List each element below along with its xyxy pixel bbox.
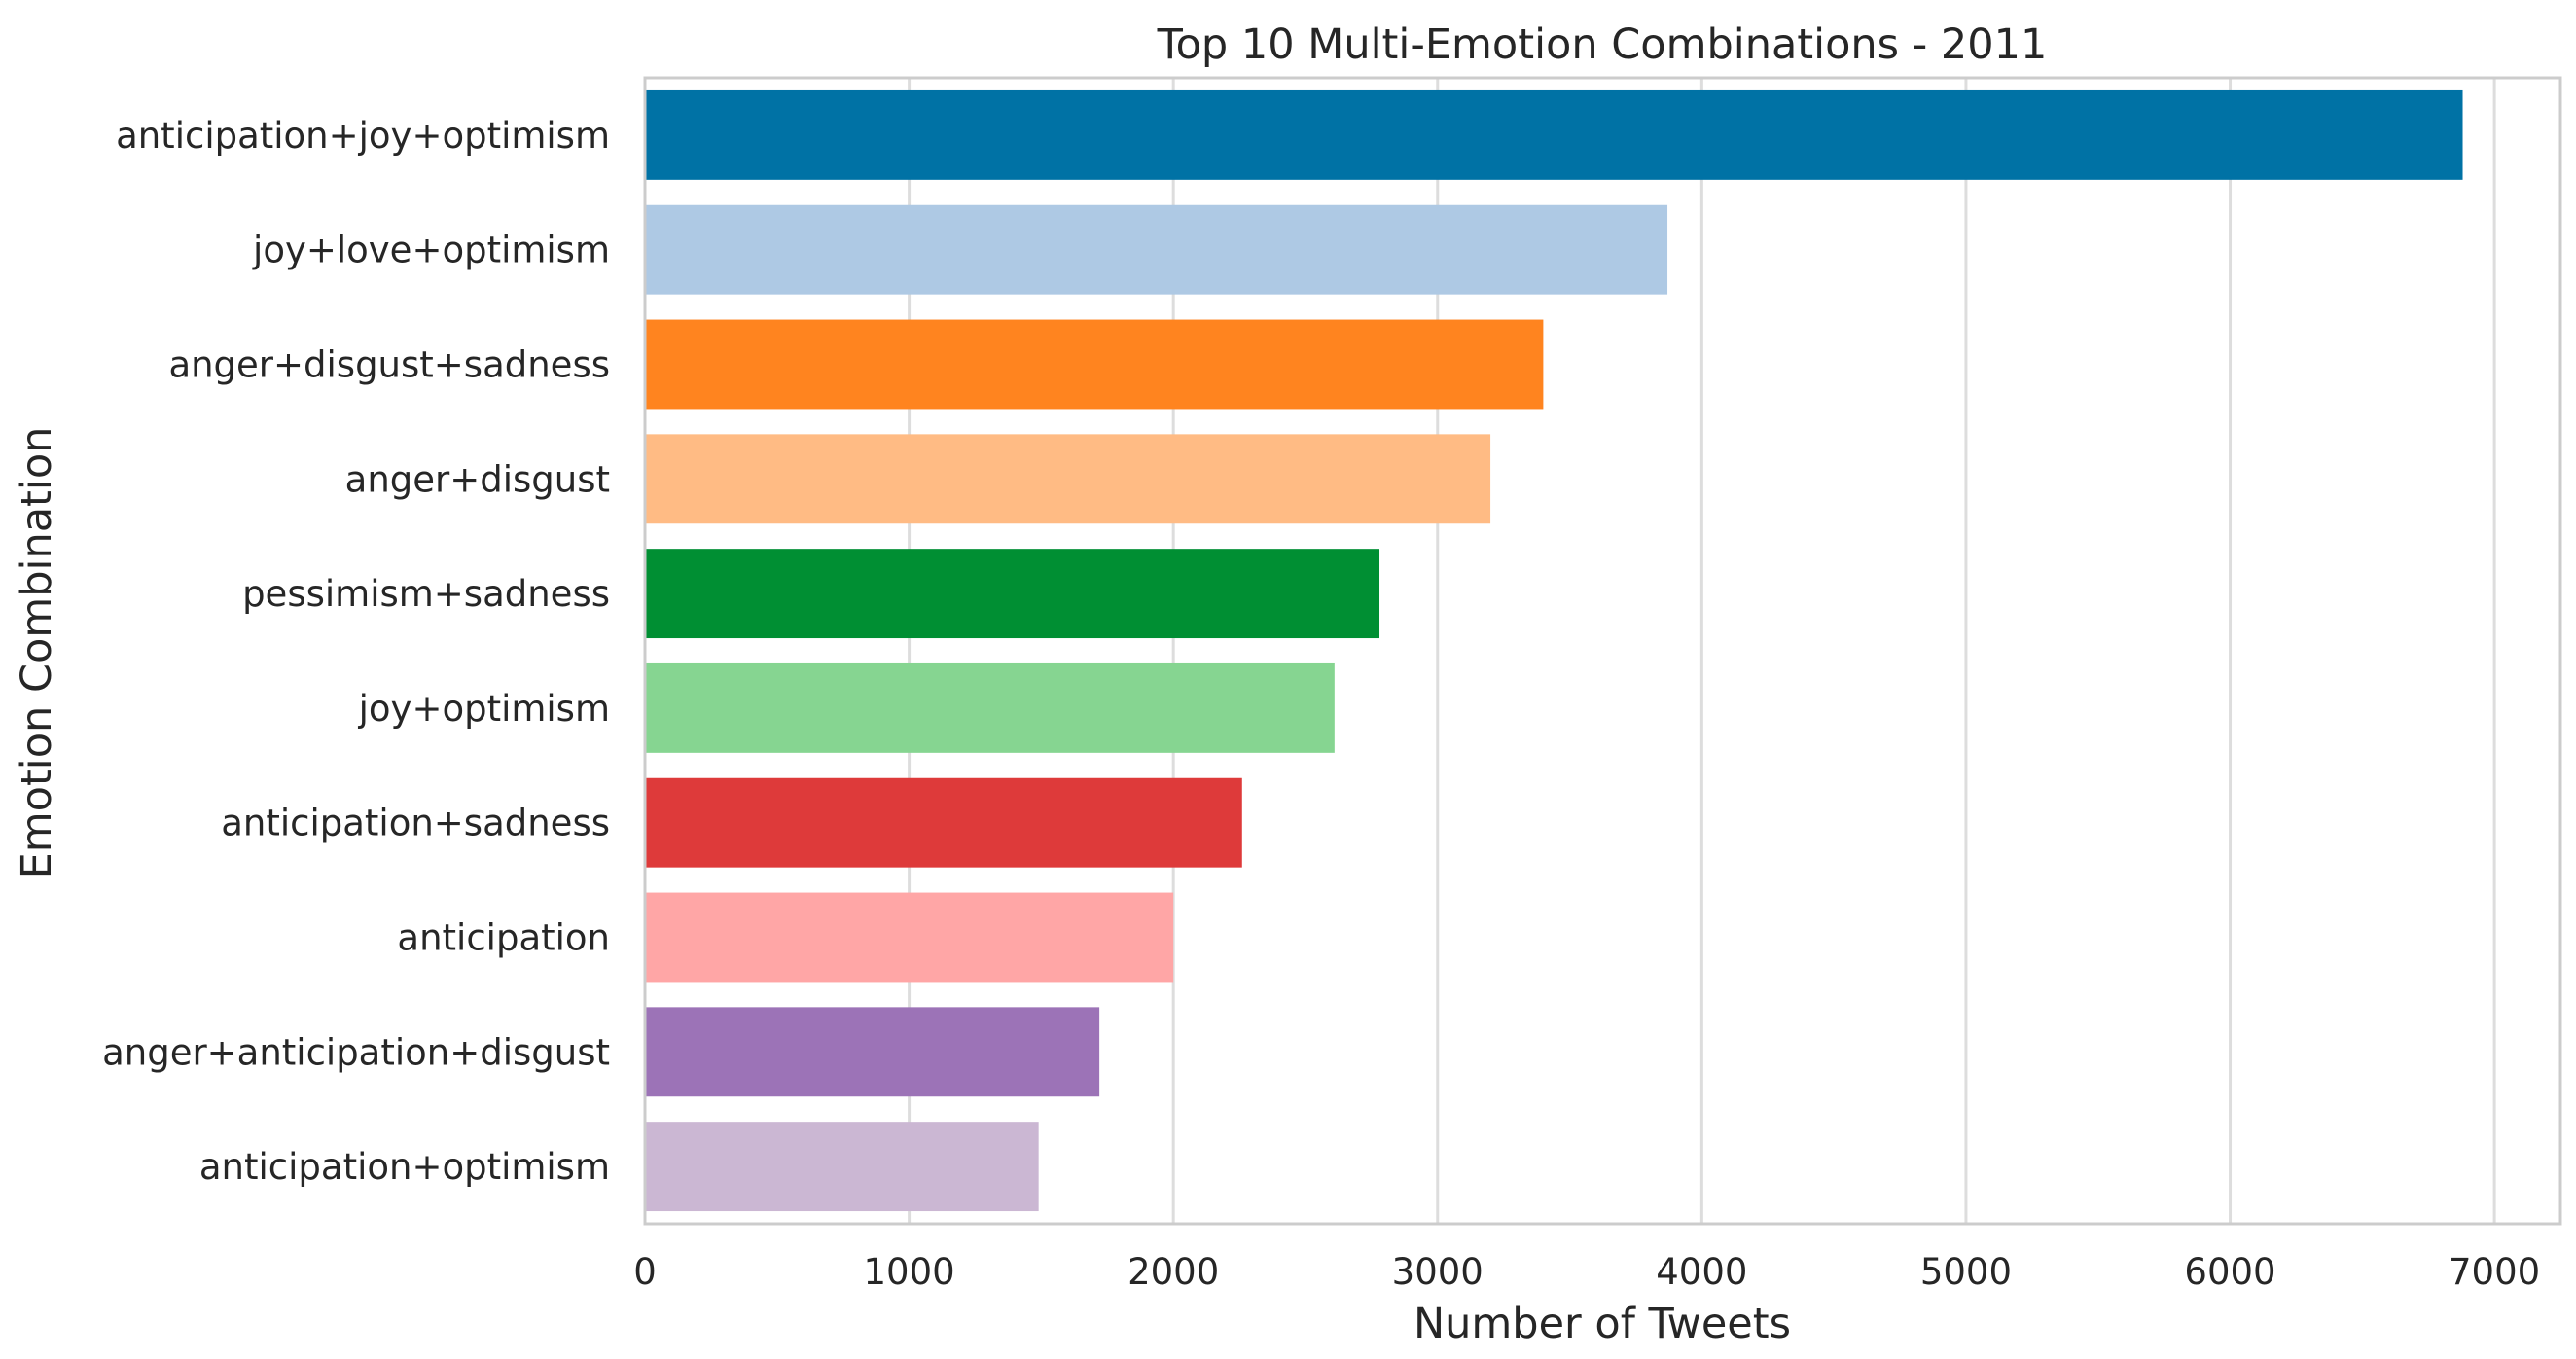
y-tick-label: joy+love+optimism: [252, 230, 610, 271]
bar-8: [645, 892, 1174, 983]
y-tick-label: anger+disgust: [345, 458, 610, 500]
bar-4: [645, 434, 1491, 524]
plot-frame: [643, 76, 2562, 1226]
bar-2: [645, 204, 1668, 295]
x-tick-label: 5000: [1920, 1251, 2012, 1293]
bar-6: [645, 662, 1335, 753]
bar-3: [645, 319, 1544, 410]
y-axis-label: Emotion Combination: [13, 427, 61, 879]
bars: [645, 89, 2463, 1212]
y-tick-label: anticipation: [397, 917, 610, 959]
x-tick-label: 6000: [2184, 1251, 2275, 1293]
x-tick-label: 2000: [1127, 1251, 1219, 1293]
bar-10: [645, 1122, 1039, 1212]
x-tick-label: 4000: [1656, 1251, 1747, 1293]
y-tick-label: joy+optimism: [358, 688, 610, 730]
y-tick-label: anticipation+joy+optimism: [116, 115, 610, 157]
y-tick-label: anger+anticipation+disgust: [102, 1031, 610, 1073]
chart-title: Top 10 Multi-Emotion Combinations - 2011: [1157, 20, 2048, 69]
y-tick-label: anger+disgust+sadness: [168, 344, 610, 386]
y-tick-label: pessimism+sadness: [242, 573, 610, 615]
y-tick-label: anticipation+optimism: [199, 1146, 610, 1188]
y-tick-label: anticipation+sadness: [221, 803, 610, 844]
y-tick-labels: anticipation+joy+optimism joy+love+optimi…: [102, 115, 610, 1188]
bar-1: [645, 89, 2463, 180]
bar-7: [645, 777, 1242, 868]
bar-5: [645, 549, 1380, 639]
x-axis-label: Number of Tweets: [1413, 1300, 1791, 1348]
x-tick-label: 1000: [864, 1251, 955, 1293]
x-tick-label: 3000: [1392, 1251, 1484, 1293]
x-tick-label: 7000: [2449, 1251, 2540, 1293]
bar-9: [645, 1007, 1100, 1097]
x-tick-label: 0: [633, 1251, 657, 1293]
x-tick-labels: 0 1000 2000 3000 4000 5000 6000 7000: [633, 1251, 2540, 1293]
